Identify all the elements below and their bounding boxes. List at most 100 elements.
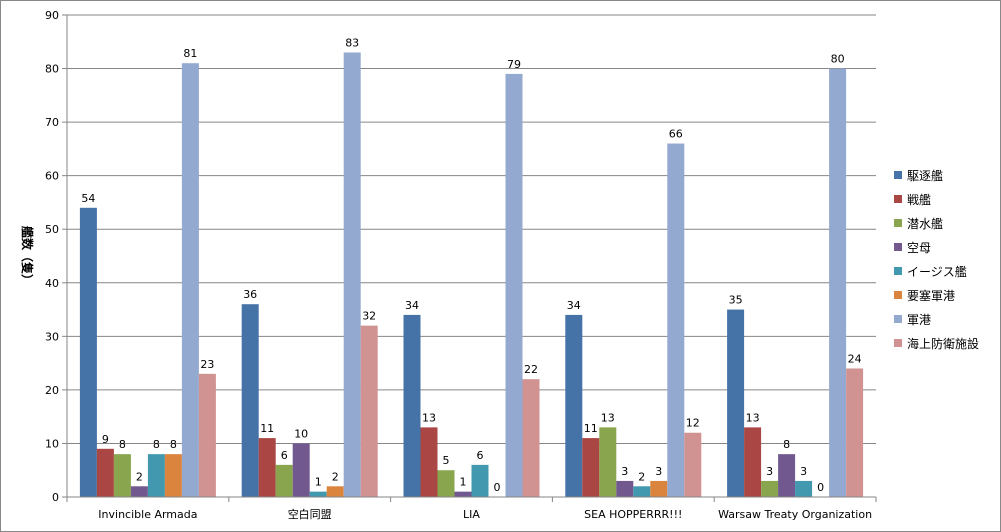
bar (147, 454, 165, 497)
bar (565, 314, 583, 497)
bar (778, 454, 796, 497)
bar (164, 454, 182, 497)
y-tick-label: 90 (45, 9, 59, 22)
bar (667, 143, 685, 498)
y-tick-label: 30 (45, 330, 59, 343)
data-label: 6 (477, 449, 484, 462)
y-tick-label: 10 (45, 437, 59, 450)
bar (275, 464, 293, 497)
bar (471, 464, 489, 497)
data-label: 83 (345, 36, 359, 49)
data-label: 66 (669, 128, 683, 141)
bar (437, 470, 455, 497)
data-label: 10 (294, 427, 308, 440)
data-label: 3 (655, 465, 662, 478)
legend-swatch (894, 195, 902, 203)
bar (744, 427, 762, 497)
y-tick-label: 40 (45, 277, 59, 290)
bar (761, 480, 779, 497)
y-tick-label: 20 (45, 384, 59, 397)
y-tick-label: 60 (45, 170, 59, 183)
data-label: 80 (831, 53, 845, 66)
bars (79, 52, 864, 498)
legend-label: 軍港 (907, 313, 931, 327)
bar (650, 480, 668, 497)
legend-swatch (894, 291, 902, 299)
legend-swatch (894, 219, 902, 227)
bar (616, 480, 634, 497)
y-tick-label: 80 (45, 63, 59, 76)
bar (505, 73, 523, 498)
y-tick-label: 50 (45, 223, 59, 236)
bar (326, 486, 344, 497)
legend-swatch (894, 339, 902, 347)
legend-label: 海上防衛施設 (907, 336, 979, 351)
data-label: 35 (729, 294, 743, 307)
bar (309, 491, 327, 497)
bar (292, 443, 310, 497)
bar (522, 379, 540, 497)
legend-label: 駆逐艦 (907, 169, 943, 183)
x-tick-label: SEA HOPPERRR!!! (584, 508, 682, 521)
data-label: 0 (817, 481, 824, 494)
data-label: 8 (783, 438, 790, 451)
data-label: 13 (422, 411, 436, 424)
bar (633, 486, 651, 497)
data-label: 5 (443, 454, 450, 467)
data-label: 13 (601, 411, 615, 424)
bar (829, 68, 847, 498)
data-label: 79 (507, 58, 521, 71)
bar (113, 454, 131, 497)
data-label: 54 (81, 192, 95, 205)
data-label: 13 (746, 411, 760, 424)
data-label: 81 (183, 47, 197, 60)
data-label: 11 (260, 422, 274, 435)
legend-label: 戦艦 (907, 193, 931, 207)
data-label: 9 (102, 433, 109, 446)
bar (198, 373, 216, 497)
x-tick-label: LIA (463, 508, 480, 521)
data-label: 8 (170, 438, 177, 451)
bar (599, 427, 617, 497)
bar (258, 438, 276, 497)
bar (420, 427, 438, 497)
data-label: 0 (494, 481, 501, 494)
legend-label: イージス艦 (907, 265, 967, 279)
y-tick-label: 0 (52, 491, 59, 504)
data-label: 6 (281, 449, 288, 462)
bar (96, 448, 114, 497)
data-label: 11 (584, 422, 598, 435)
bar (727, 309, 745, 497)
data-label: 34 (567, 299, 581, 312)
legend-label: 潜水艦 (907, 217, 943, 231)
bar (241, 304, 259, 497)
data-label: 22 (524, 363, 538, 376)
data-label: 3 (800, 465, 807, 478)
bar (130, 486, 148, 497)
bar (343, 52, 361, 497)
data-label: 12 (686, 417, 700, 430)
legend-label: 要塞軍港 (907, 288, 955, 303)
data-label: 32 (362, 310, 376, 323)
data-label: 3 (621, 465, 628, 478)
data-label: 1 (460, 476, 467, 489)
data-label: 3 (766, 465, 773, 478)
x-tick-label: Warsaw Treaty Organization (718, 508, 872, 521)
data-label: 36 (243, 288, 257, 301)
bar (846, 368, 864, 497)
data-label: 23 (200, 358, 214, 371)
bar (360, 325, 378, 497)
data-label: 2 (638, 470, 645, 483)
bar (181, 63, 199, 497)
legend-label: 空母 (907, 241, 931, 255)
bar (403, 314, 421, 497)
bar (684, 432, 702, 497)
x-tick-label: 空白同盟 (288, 507, 332, 521)
legend-swatch (894, 243, 902, 251)
y-axis-title: 艦数（隻） (20, 226, 35, 286)
